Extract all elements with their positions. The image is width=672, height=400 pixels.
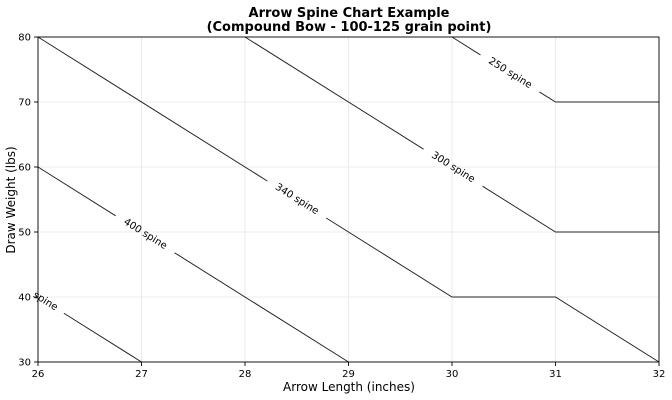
y-tick-label: 70: [18, 98, 31, 109]
contour-line-300-spine: [244, 36, 424, 150]
contour-line-400-spine: [37, 166, 116, 217]
contour-label-250-spine: 250 spine: [486, 56, 533, 91]
contour-line-spine: [63, 312, 142, 363]
contour-line-250-spine: [539, 91, 659, 103]
y-tick-label: 50: [18, 228, 31, 239]
y-axis-label: Draw Weight (lbs): [4, 146, 18, 253]
contour-lines: [37, 36, 660, 363]
contour-line-340-spine: [325, 217, 660, 363]
x-axis-ticks: 26 27 28 29 30 31 32: [32, 362, 666, 380]
x-tick-label: 28: [239, 369, 252, 380]
contour-line-340-spine: [37, 36, 268, 182]
contour-line-300-spine: [482, 185, 659, 233]
x-axis-label: Arrow Length (inches): [283, 380, 415, 394]
chart-title-line1: Arrow Spine Chart Example: [249, 6, 450, 21]
x-tick-label: 26: [32, 369, 45, 380]
grid-lines: [37, 36, 660, 363]
y-tick-label: 60: [18, 163, 31, 174]
chart-title-line2: (Compound Bow - 100-125 grain point): [207, 20, 492, 35]
contour-label-spine: spine: [31, 290, 60, 314]
contour-label-400-spine: 400 spine: [121, 217, 168, 252]
y-tick-label: 30: [18, 358, 31, 369]
x-tick-label: 31: [549, 369, 562, 380]
y-tick-label: 80: [18, 33, 31, 44]
contour-label-300-spine: 300 spine: [429, 150, 476, 185]
x-tick-label: 29: [342, 369, 355, 380]
contour-label-340-spine: 340 spine: [273, 182, 320, 217]
contour-line-250-spine: [451, 36, 481, 56]
x-tick-label: 27: [135, 369, 148, 380]
contour-line-400-spine: [174, 252, 349, 363]
x-tick-label: 30: [446, 369, 459, 380]
y-axis-ticks: 30 40 50 60 70 80: [18, 33, 38, 369]
y-tick-label: 40: [18, 293, 31, 304]
x-tick-label: 32: [653, 369, 666, 380]
contour-labels: 250 spine 300 spine 340 spine 400 spine spin…: [31, 56, 534, 314]
